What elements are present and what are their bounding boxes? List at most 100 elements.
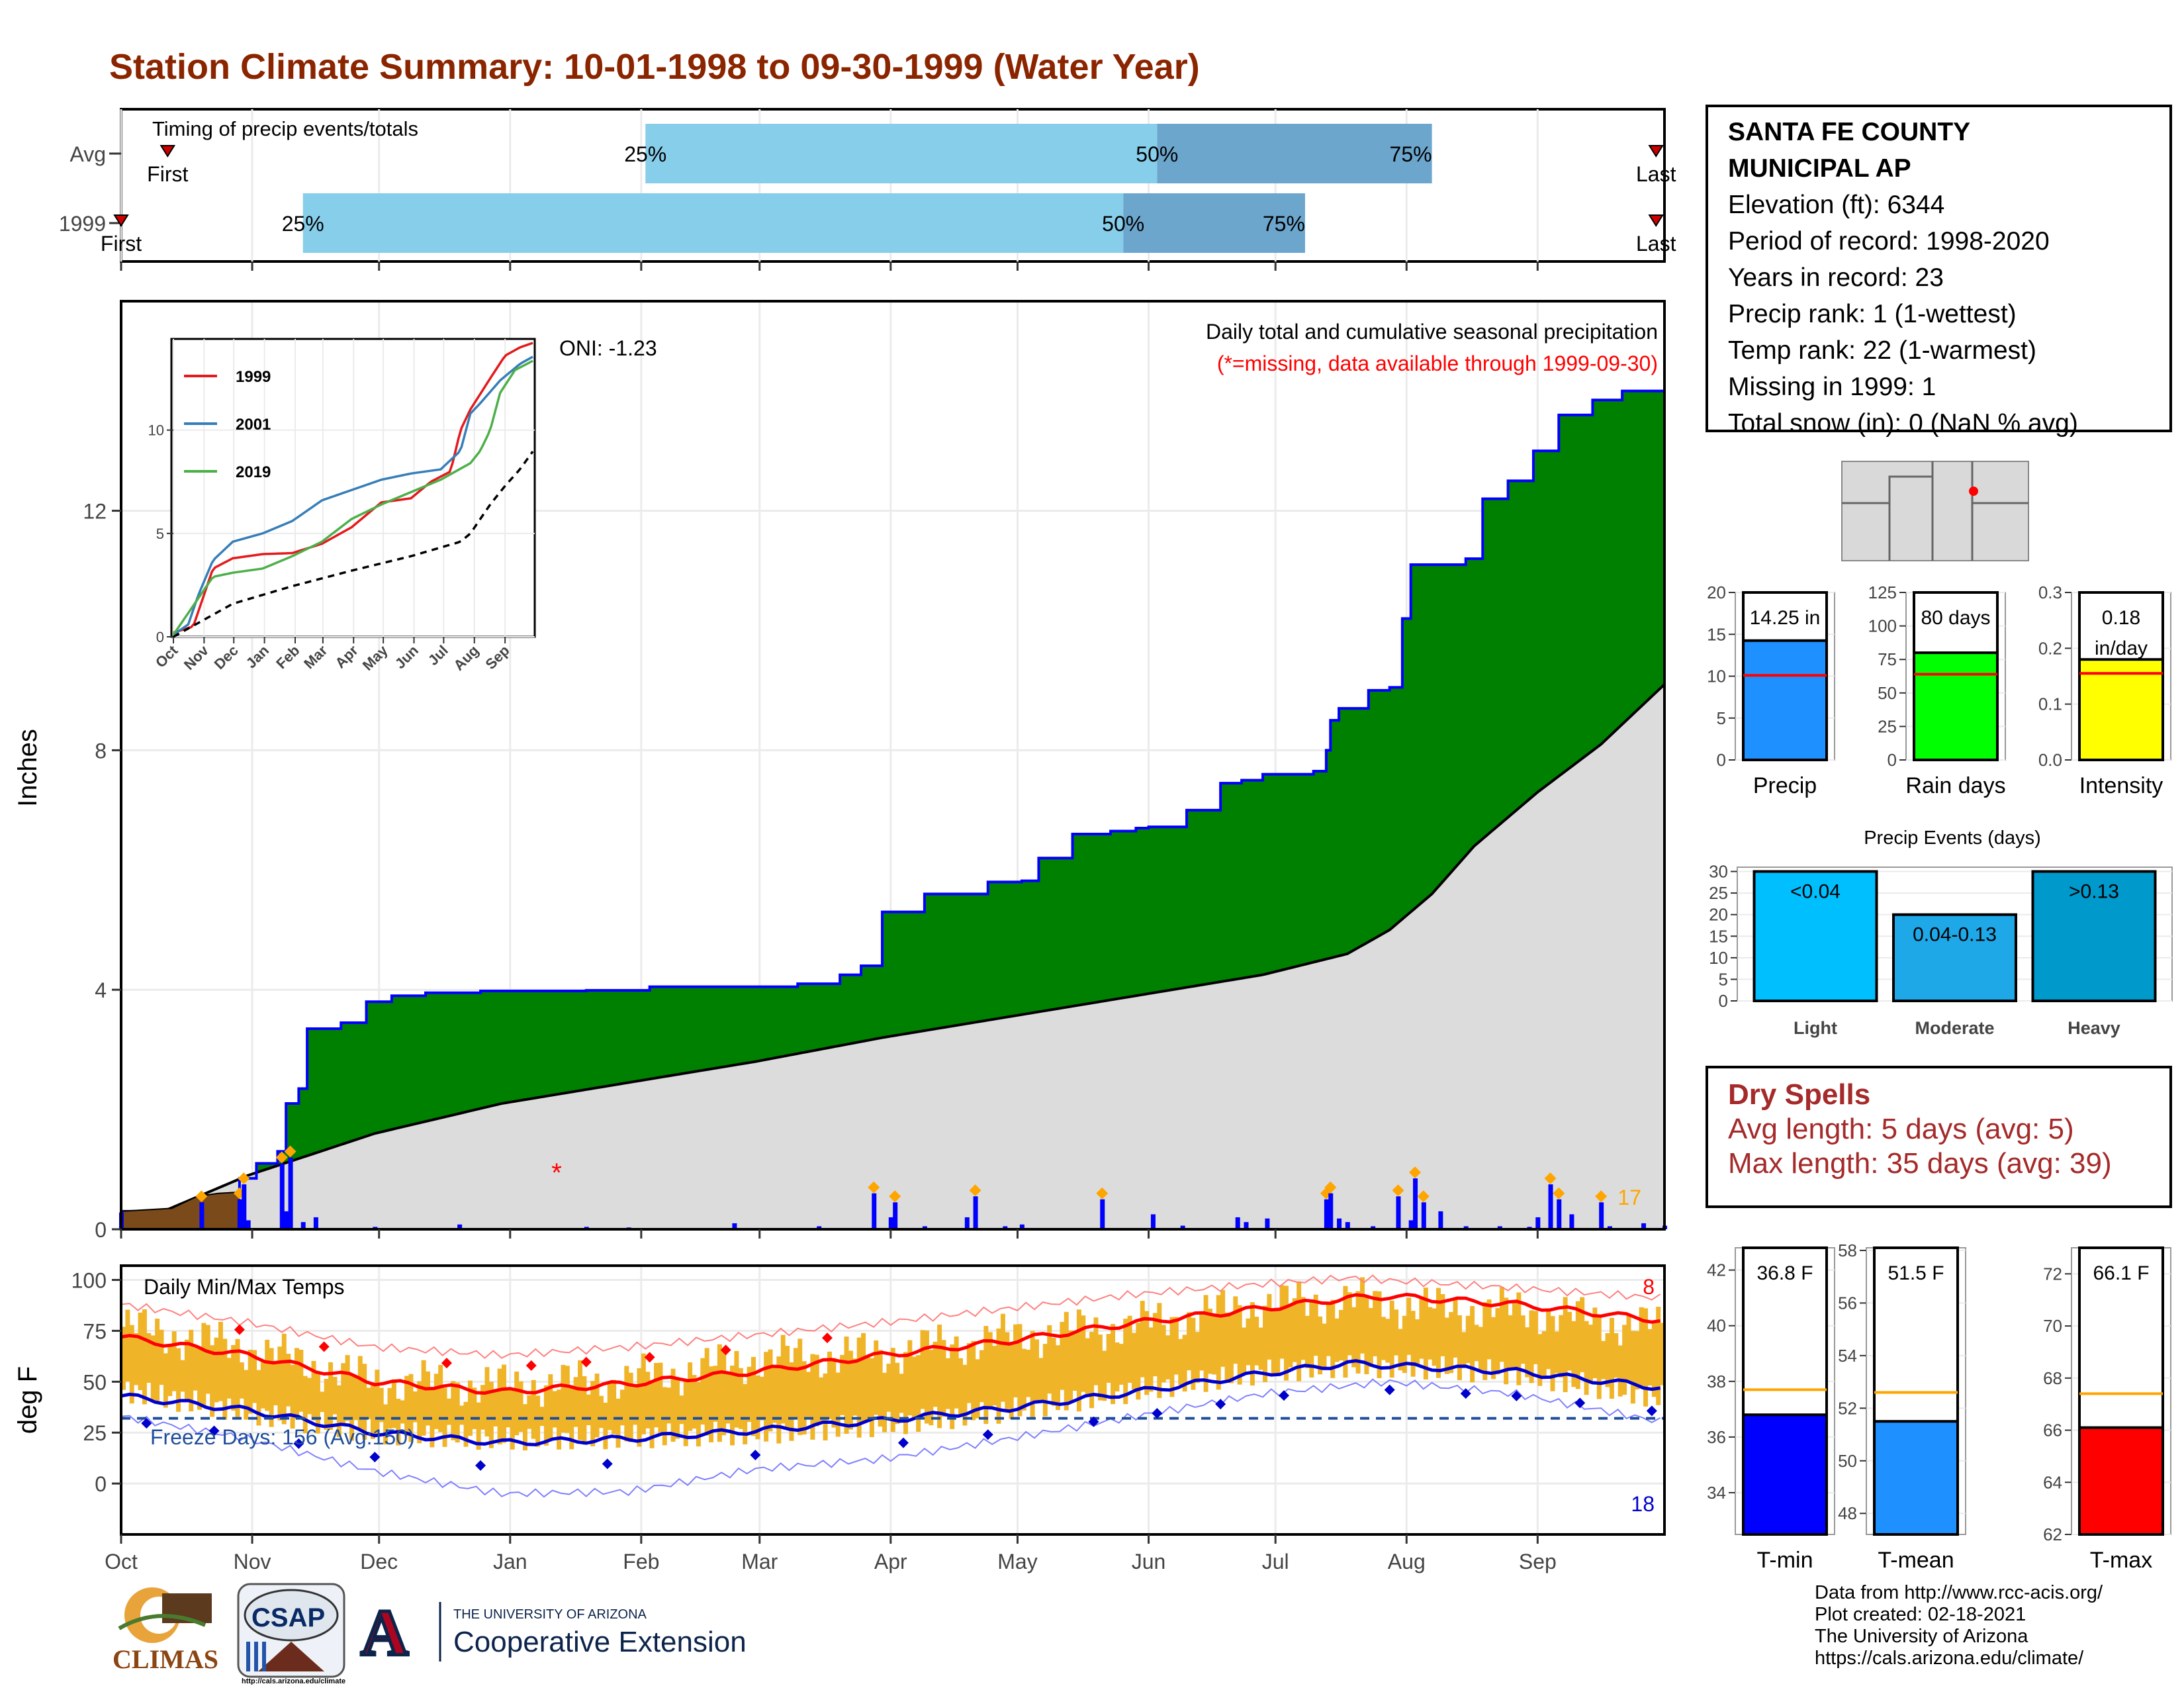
ua-letter: A [361,1596,408,1669]
temp-daily-bar [1588,1325,1593,1384]
temp-daily-bar [848,1350,853,1430]
temp-daily-bar [539,1407,545,1427]
daily-precip-bar [300,1222,306,1229]
daily-precip-bar [817,1226,822,1229]
temp-x-tick-label: Sep [1519,1550,1557,1573]
temp-daily-bar [222,1338,228,1420]
timing-first-marker [159,145,176,158]
temp-daily-bar [1398,1329,1403,1371]
record-high-marker [580,1356,592,1368]
intensity-y-tick-label: 0.3 [2038,583,2062,602]
temp-daily-bar [1055,1345,1060,1411]
daily-precip-bar [1535,1217,1541,1229]
temp-daily-bar [1440,1294,1445,1356]
station-missing: Missing in 1999: 1 [1728,373,1936,401]
temp-daily-bar [265,1340,270,1411]
station-info-panel: SANTA FE COUNTY MUNICIPAL AP Elevation (… [1706,105,2172,438]
temp-max-average-line [120,1292,1661,1395]
temp-daily-bar [764,1352,769,1442]
temp-daily-bar [252,1350,257,1403]
timing-bar-50-75 [1157,124,1432,183]
temp-daily-bar [205,1325,210,1394]
temp-daily-bar [1453,1297,1458,1358]
timing-label-75: 75% [1263,212,1305,236]
temp-daily-bar [433,1374,439,1429]
temp-daily-bar [1157,1303,1162,1398]
temp-daily-bar [1449,1312,1454,1374]
temp-daily-bar [1093,1317,1099,1385]
precip-total-y-tick-label: 15 [1707,624,1726,644]
temp-daily-bar [785,1346,790,1429]
temp-daily-bar [1106,1334,1111,1383]
heavy-event-marker [889,1190,901,1203]
temp-daily-bar [1115,1342,1120,1392]
events-bar-label: 0.04-0.13 [1913,924,1997,946]
temp-daily-bar [624,1366,629,1442]
temp-daily-bar [1297,1281,1302,1382]
temp-daily-bar [979,1350,984,1403]
temp-daily-bar [1165,1335,1171,1380]
temp-daily-bar [357,1356,363,1430]
temp-daily-bar [1030,1331,1035,1419]
temp-daily-bar [654,1363,659,1428]
temp-daily-bar [704,1348,709,1436]
temp-daily-bar [612,1380,617,1434]
temp-daily-bar [197,1346,202,1410]
temp-daily-bar [488,1382,494,1448]
temp-daily-bar [1626,1313,1631,1381]
temp-daily-bar [586,1394,591,1426]
temp-daily-bar [1304,1315,1310,1368]
precip-total-y-tick-label: 20 [1707,583,1726,602]
temp-daily-bar [1051,1337,1056,1406]
temp-daily-bar [1064,1311,1069,1411]
temp-stat-mean-value-bar [1873,1420,1959,1536]
temp-x-tick-label: Aug [1388,1550,1426,1573]
temp-daily-bar [493,1389,498,1427]
temp-daily-bar [1076,1309,1081,1412]
temp-daily-bar [992,1346,997,1406]
temp-daily-bar [941,1340,946,1417]
temp-daily-bar [180,1360,185,1392]
temp-daily-bar [235,1338,240,1419]
temp-daily-bar [1622,1325,1627,1395]
temp-daily-bar [184,1339,189,1401]
temp-daily-bar [1212,1316,1217,1375]
temp-daily-bar [1525,1327,1530,1378]
temp-daily-bar [1495,1307,1500,1375]
temp-daily-bar [1111,1324,1116,1405]
temp-daily-bar [129,1325,134,1404]
temp-daily-bar [210,1345,215,1417]
temp-daily-bar [1559,1315,1564,1378]
temp-daily-bar [1377,1291,1382,1378]
temp-daily-bar [717,1344,722,1442]
temp-daily-bar [907,1340,913,1416]
heavy-event-marker [284,1145,296,1158]
temp-daily-bar [1571,1321,1576,1387]
intensity-y-tick-label: 0.0 [2038,750,2062,770]
temp-daily-bar [721,1350,727,1436]
temp-daily-bar [801,1361,807,1435]
temp-daily-bar [772,1366,777,1423]
temp-daily-bar [150,1335,156,1400]
temp-daily-bar [502,1364,507,1443]
temp-daily-bar [688,1362,693,1431]
temp-daily-bar [962,1364,968,1426]
temp-daily-bar [1617,1345,1623,1397]
temp-daily-bar [1389,1300,1394,1378]
events-y-tick-label: 10 [1709,948,1728,968]
events-category-label: Moderate [1915,1018,1994,1038]
temp-daily-bar [933,1341,938,1407]
temp-daily-bar [827,1351,832,1419]
temp-daily-bar [1614,1333,1619,1378]
temp-daily-bar [522,1404,527,1451]
temp-daily-bar [713,1366,718,1422]
temp-daily-bar [1415,1319,1420,1366]
heavy-event-marker [1544,1172,1557,1185]
heavy-event-marker [1553,1187,1565,1199]
temp-daily-bar [1639,1307,1644,1388]
temp-daily-bar [472,1387,477,1429]
temp-daily-bar [937,1324,942,1429]
temp-daily-bar [370,1382,375,1439]
temp-daily-bar [1635,1331,1640,1390]
temp-daily-bar [645,1372,651,1429]
